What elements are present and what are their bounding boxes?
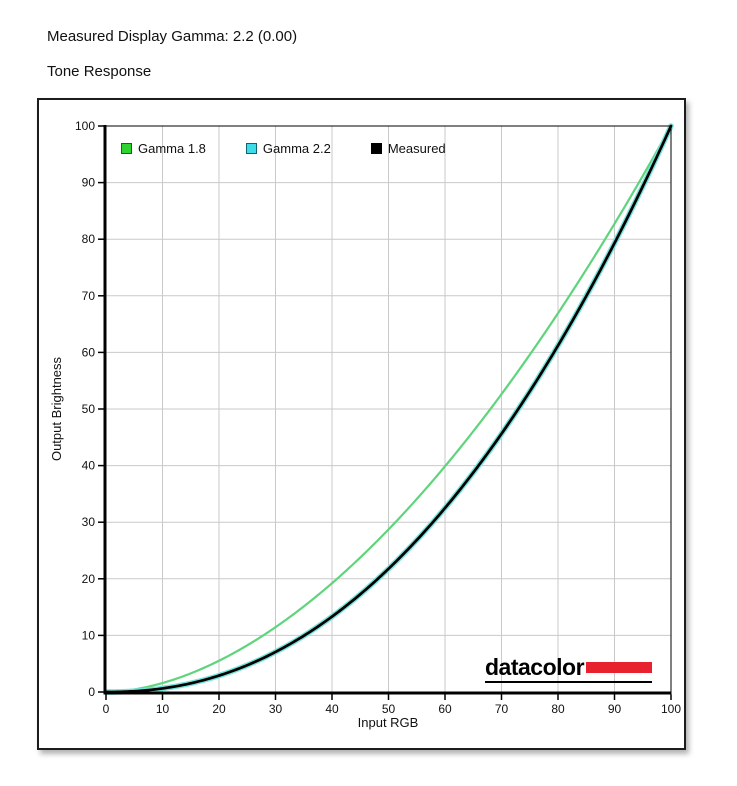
tone-response-chart-panel: 0 10 20 30 40 50 60 70 80 90 100 0 10 20 30 40 50 60 70 80 9…	[37, 98, 686, 750]
legend-item-gamma-2-2: Gamma 2.2	[245, 141, 331, 156]
x-tick-label: 100	[661, 702, 681, 716]
section-title: Tone Response	[47, 63, 152, 80]
tone-response-plot: 0 10 20 30 40 50 60 70 80 90 100 0 10 20 30 40 50 60 70 80 9…	[49, 119, 681, 730]
x-tick-label: 0	[103, 702, 110, 716]
y-tick-label: 50	[82, 402, 96, 416]
legend: Gamma 1.8 Gamma 2.2 Measured	[121, 141, 446, 156]
legend-label-gamma-1-8: Gamma 1.8	[138, 141, 206, 156]
y-tick-label: 10	[82, 628, 96, 642]
datacolor-logo: datacolor	[485, 654, 653, 683]
axis-tick-labels: 0 10 20 30 40 50 60 70 80 90 100 0 10 20 30 40 50 60 70 80 9…	[75, 119, 681, 716]
legend-swatch-measured-icon	[370, 143, 382, 154]
x-tick-label: 90	[608, 702, 622, 716]
legend-label-measured: Measured	[387, 141, 446, 156]
datacolor-logo-red-bar-icon	[586, 661, 653, 673]
curve-gamma-1-8	[104, 124, 673, 694]
y-tick-label: 40	[82, 459, 96, 473]
legend-item-gamma-1-8: Gamma 1.8	[121, 141, 206, 156]
legend-item-measured: Measured	[370, 141, 446, 156]
axis-ticks	[98, 125, 672, 700]
gridlines	[106, 125, 672, 692]
x-axis-title: Input RGB	[358, 715, 419, 730]
curve-measured	[104, 124, 673, 694]
plot-frame	[103, 125, 672, 695]
legend-swatch-gamma-2-2-icon	[245, 143, 257, 154]
datacolor-logo-text: datacolor	[485, 654, 585, 680]
y-tick-label: 20	[82, 572, 96, 586]
legend-swatch-gamma-1-8-icon	[121, 143, 132, 154]
y-tick-label: 30	[82, 515, 96, 529]
measured-gamma-text: Measured Display Gamma: 2.2 (0.00)	[47, 28, 298, 45]
x-tick-label: 20	[212, 702, 226, 716]
y-axis-title: Output Brightness	[49, 356, 64, 461]
x-tick-label: 10	[156, 702, 170, 716]
y-tick-label: 100	[75, 119, 95, 133]
y-tick-label: 80	[82, 232, 96, 246]
y-tick-label: 90	[82, 176, 96, 190]
x-tick-label: 40	[325, 702, 339, 716]
legend-label-gamma-2-2: Gamma 2.2	[262, 141, 331, 156]
y-tick-label: 0	[88, 685, 95, 699]
curves	[103, 123, 674, 695]
x-tick-label: 30	[269, 702, 283, 716]
x-tick-label: 80	[551, 702, 565, 716]
y-tick-label: 60	[82, 345, 96, 359]
x-tick-label: 60	[438, 702, 452, 716]
x-tick-label: 70	[495, 702, 509, 716]
y-tick-label: 70	[82, 289, 96, 303]
x-tick-label: 50	[382, 702, 396, 716]
